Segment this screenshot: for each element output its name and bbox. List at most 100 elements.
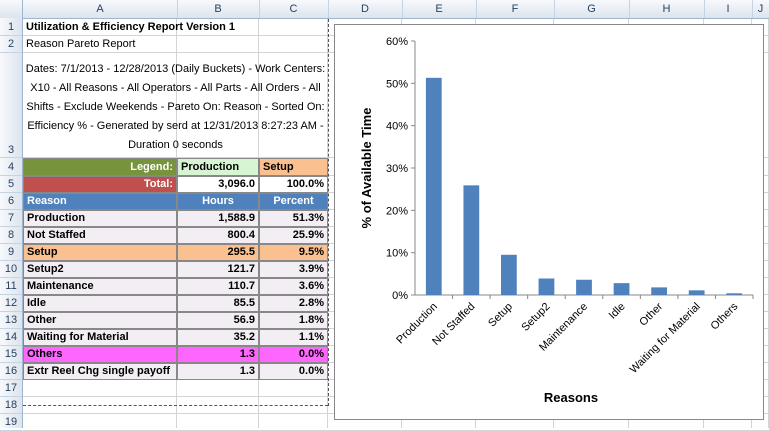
table-cell-hours[interactable]: 35.2 bbox=[177, 329, 259, 346]
bar-other bbox=[651, 287, 667, 295]
header-hours[interactable]: Hours bbox=[177, 193, 259, 210]
column-header-e[interactable]: E bbox=[402, 0, 477, 18]
row-header-9[interactable]: 9 bbox=[0, 244, 22, 261]
total-percent[interactable]: 100.0% bbox=[259, 176, 328, 193]
legend-setup[interactable]: Setup bbox=[259, 158, 328, 176]
table-cell-hours[interactable]: 295.5 bbox=[177, 244, 259, 261]
column-header-i[interactable]: I bbox=[704, 0, 753, 18]
row-header-3[interactable]: 3 bbox=[0, 53, 22, 158]
x-tick-label: Setup2 bbox=[519, 301, 552, 334]
header-reason[interactable]: Reason bbox=[23, 193, 177, 210]
table-cell-reason[interactable]: Production bbox=[23, 210, 177, 227]
table-cell-percent[interactable]: 51.3% bbox=[259, 210, 328, 227]
table-cell-percent[interactable]: 3.9% bbox=[259, 261, 328, 278]
bar-maintenance bbox=[576, 279, 592, 295]
bar-production bbox=[425, 77, 442, 295]
row-header-8[interactable]: 8 bbox=[0, 227, 22, 244]
table-cell-reason[interactable]: Extr Reel Chg single payoff bbox=[23, 363, 177, 380]
table-cell-hours[interactable]: 56.9 bbox=[177, 312, 259, 329]
row-header-2[interactable]: 2 bbox=[0, 36, 22, 53]
table-cell-percent[interactable]: 0.0% bbox=[259, 346, 328, 363]
y-tick-label: 50% bbox=[386, 78, 408, 90]
table-cell-hours[interactable]: 85.5 bbox=[177, 295, 259, 312]
table-cell-hours[interactable]: 1,588.9 bbox=[177, 210, 259, 227]
table-cell-percent[interactable]: 25.9% bbox=[259, 227, 328, 244]
table-cell-hours[interactable]: 121.7 bbox=[177, 261, 259, 278]
row-header-17[interactable]: 17 bbox=[0, 380, 22, 397]
column-header-g[interactable]: G bbox=[554, 0, 630, 18]
report-title[interactable]: Utilization & Efficiency Report Version … bbox=[26, 21, 236, 33]
table-cell-reason[interactable]: Waiting for Material bbox=[23, 329, 177, 346]
print-area-border-bottom bbox=[23, 405, 328, 406]
x-tick-label: Waiting for Material bbox=[628, 301, 703, 376]
bar-others bbox=[726, 293, 743, 295]
table-cell-percent[interactable]: 2.8% bbox=[259, 295, 328, 312]
bar-idle bbox=[613, 283, 630, 295]
y-tick-label: 10% bbox=[386, 248, 408, 260]
row-header-14[interactable]: 14 bbox=[0, 329, 22, 346]
x-tick-label: Other bbox=[637, 300, 665, 328]
x-tick-label: Others bbox=[709, 300, 741, 332]
row-header-4[interactable]: 4 bbox=[0, 158, 22, 176]
table-cell-reason[interactable]: Setup2 bbox=[23, 261, 177, 278]
y-tick-label: 60% bbox=[386, 36, 408, 48]
row-header-6[interactable]: 6 bbox=[0, 193, 22, 210]
row-header-7[interactable]: 7 bbox=[0, 210, 22, 227]
table-cell-reason[interactable]: Not Staffed bbox=[23, 227, 177, 244]
row-header-bar: 1 2 3 4 5 6 7 8 9 10 11 12 13 14 15 16 17 18 19 bbox=[0, 18, 23, 431]
table-cell-hours[interactable]: 110.7 bbox=[177, 278, 259, 295]
y-tick-label: 0% bbox=[392, 290, 408, 302]
row-header-10[interactable]: 10 bbox=[0, 261, 22, 278]
column-header-b[interactable]: B bbox=[177, 0, 260, 18]
bar-not-staffed bbox=[463, 185, 480, 295]
row-header-18[interactable]: 18 bbox=[0, 397, 22, 414]
y-tick-label: 30% bbox=[386, 163, 408, 175]
bar-setup2 bbox=[538, 278, 555, 295]
row-header-19[interactable]: 19 bbox=[0, 414, 22, 431]
header-percent[interactable]: Percent bbox=[259, 193, 328, 210]
print-area-border-right bbox=[328, 19, 329, 406]
select-all-corner[interactable] bbox=[0, 0, 23, 18]
row-header-5[interactable]: 5 bbox=[0, 176, 22, 193]
table-cell-reason[interactable]: Maintenance bbox=[23, 278, 177, 295]
table-cell-percent[interactable]: 1.1% bbox=[259, 329, 328, 346]
row-header-1[interactable]: 1 bbox=[0, 19, 22, 36]
column-header-c[interactable]: C bbox=[259, 0, 329, 18]
column-header-h[interactable]: H bbox=[629, 0, 705, 18]
row-header-12[interactable]: 12 bbox=[0, 295, 22, 312]
total-label[interactable]: Total: bbox=[23, 176, 177, 193]
row-header-15[interactable]: 15 bbox=[0, 346, 22, 363]
legend-label[interactable]: Legend: bbox=[23, 158, 177, 176]
column-header-a[interactable]: A bbox=[23, 0, 178, 18]
table-cell-reason[interactable]: Idle bbox=[23, 295, 177, 312]
table-cell-percent[interactable]: 1.8% bbox=[259, 312, 328, 329]
report-description[interactable]: Dates: 7/1/2013 - 12/28/2013 (Daily Buck… bbox=[25, 63, 326, 151]
row-header-13[interactable]: 13 bbox=[0, 312, 22, 329]
table-cell-reason[interactable]: Setup bbox=[23, 244, 177, 261]
table-cell-reason[interactable]: Other bbox=[23, 312, 177, 329]
column-header-d[interactable]: D bbox=[328, 0, 403, 18]
table-cell-hours[interactable]: 1.3 bbox=[177, 363, 259, 380]
legend-production[interactable]: Production bbox=[177, 158, 259, 176]
table-cell-hours[interactable]: 1.3 bbox=[177, 346, 259, 363]
pareto-chart[interactable]: 0% 10% 20% 30% 40% 50% 60% Production Not Staffe… bbox=[334, 24, 764, 420]
report-subtitle[interactable]: Reason Pareto Report bbox=[26, 38, 136, 50]
row-header-11[interactable]: 11 bbox=[0, 278, 22, 295]
y-axis-title: % of Available Time bbox=[359, 108, 374, 229]
column-header-f[interactable]: F bbox=[476, 0, 555, 18]
table-cell-reason[interactable]: Others bbox=[23, 346, 177, 363]
table-cell-percent[interactable]: 0.0% bbox=[259, 363, 328, 380]
column-header-j[interactable]: J bbox=[752, 0, 769, 18]
x-axis-title: Reasons bbox=[544, 390, 598, 405]
x-tick-label: Setup bbox=[486, 301, 515, 330]
row-header-16[interactable]: 16 bbox=[0, 363, 22, 380]
table-cell-percent[interactable]: 3.6% bbox=[259, 278, 328, 295]
x-tick-label: Idle bbox=[607, 301, 628, 322]
table-cell-percent[interactable]: 9.5% bbox=[259, 244, 328, 261]
bar-setup bbox=[501, 254, 517, 295]
total-hours[interactable]: 3,096.0 bbox=[177, 176, 259, 193]
table-cell-hours[interactable]: 800.4 bbox=[177, 227, 259, 244]
bar-waiting-for-material bbox=[688, 290, 705, 295]
